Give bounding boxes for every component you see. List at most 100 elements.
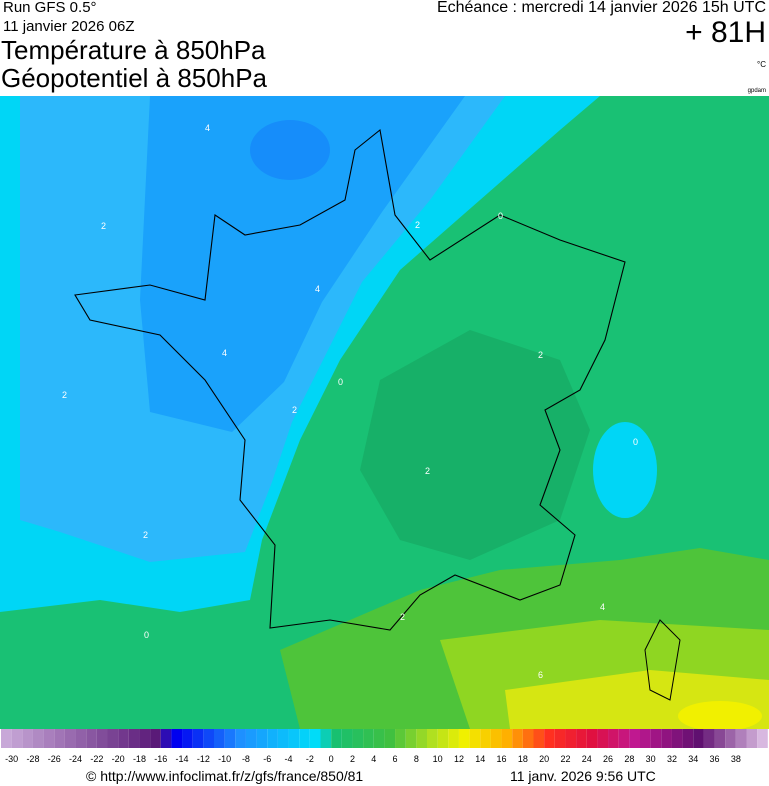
contour-label: 0: [633, 437, 638, 447]
color-swatch: [458, 729, 470, 748]
color-swatch: [384, 729, 396, 748]
scale-label: -12: [197, 754, 210, 764]
color-swatch: [11, 729, 23, 748]
color-swatch: [331, 729, 342, 748]
color-swatch: [160, 729, 172, 748]
color-swatch: [448, 729, 459, 748]
contour-label: 4: [205, 123, 210, 133]
valid-time: Echéance : mercredi 14 janvier 2026 15h …: [436, 0, 766, 16]
contour-label: 2: [425, 466, 430, 476]
scale-label: 16: [497, 754, 507, 764]
color-swatch: [661, 729, 672, 748]
scale-label: 20: [539, 754, 549, 764]
color-swatch: [544, 729, 555, 748]
scale-label: -16: [154, 754, 167, 764]
color-swatch: [469, 729, 481, 748]
color-swatch: [309, 729, 321, 748]
color-swatch: [437, 729, 449, 748]
scale-label: -8: [242, 754, 250, 764]
zone-darkgreen: [360, 330, 590, 560]
color-swatch: [75, 729, 87, 748]
color-swatch: [576, 729, 587, 748]
color-swatch: [725, 729, 736, 748]
color-swatch: [203, 729, 214, 748]
color-swatch: [363, 729, 374, 748]
scale-label: 28: [624, 754, 634, 764]
color-swatch: [256, 729, 268, 748]
scale-label: -24: [69, 754, 82, 764]
lead-time: + 81H: [685, 16, 766, 49]
color-swatch: [395, 729, 406, 748]
color-swatch: [1, 729, 12, 748]
color-swatch: [501, 729, 513, 748]
color-swatch: [608, 729, 619, 748]
color-swatch: [618, 729, 630, 748]
color-swatch: [245, 729, 257, 748]
zone-blue: [140, 96, 465, 432]
subtitle: Géopotentiel à 850hPa: [1, 63, 267, 93]
contour-label: 2: [143, 530, 148, 540]
contour-label: 4: [222, 348, 227, 358]
scale-label: 0: [329, 754, 334, 764]
color-swatch: [224, 729, 236, 748]
map: 4 2 0 2 4 4 2 0 2 2 2 0 2 4 6 2 0: [0, 96, 769, 729]
color-swatch: [427, 729, 438, 748]
scale-label: -18: [133, 754, 146, 764]
contour-label: 0: [338, 377, 343, 387]
scale-label: -20: [112, 754, 125, 764]
contour-label: 6: [538, 670, 543, 680]
scale-label: 18: [518, 754, 528, 764]
color-scale: -30 -28 -26 -24 -22 -20 -18 -16 -14 -12 -10 -8 -6 -4-…: [1, 729, 768, 764]
zone-cyan-east: [593, 422, 657, 518]
color-swatch: [96, 729, 108, 748]
scale-label: 6: [393, 754, 398, 764]
color-swatch: [267, 729, 278, 748]
scale-label: -14: [176, 754, 189, 764]
scale-label: -28: [26, 754, 39, 764]
title: Température à 850hPa: [1, 35, 266, 65]
color-swatch: [107, 729, 119, 748]
color-swatch: [86, 729, 97, 748]
color-swatch: [597, 729, 609, 748]
color-swatch: [735, 729, 747, 748]
color-swatch: [128, 729, 140, 748]
contour-label: 2: [101, 221, 106, 231]
color-swatch: [480, 729, 491, 748]
color-swatch: [171, 729, 183, 748]
color-swatch: [118, 729, 129, 748]
color-swatch: [352, 729, 364, 748]
contour-label: 0: [498, 211, 503, 221]
color-swatch: [565, 729, 577, 748]
color-swatch: [320, 729, 332, 748]
scale-label: 2: [350, 754, 355, 764]
color-swatch: [693, 729, 704, 748]
color-swatch: [32, 729, 44, 748]
color-swatch: [416, 729, 427, 748]
color-swatch: [54, 729, 65, 748]
corsica: [644, 619, 681, 701]
scale-label: -6: [263, 754, 271, 764]
color-swatch: [746, 729, 758, 748]
scale-label: -30: [5, 754, 18, 764]
contour-label: 2: [62, 390, 67, 400]
source-url: © http://www.infoclimat.fr/z/gfs/france/…: [86, 768, 364, 784]
run-label: Run GFS 0.5°: [3, 0, 97, 16]
scale-label: -4: [285, 754, 293, 764]
scale-label: 8: [414, 754, 419, 764]
coastline: [74, 128, 626, 631]
scale-label: 26: [603, 754, 613, 764]
scale-label: 14: [475, 754, 485, 764]
color-swatch: [299, 729, 310, 748]
zone-deepblue: [250, 120, 330, 180]
color-swatch: [182, 729, 193, 748]
contour-label: 2: [400, 612, 405, 622]
color-swatch: [586, 729, 598, 748]
contour-label: 4: [600, 602, 605, 612]
contour-label: 2: [538, 350, 543, 360]
color-swatch: [512, 729, 523, 748]
scale-label: -10: [218, 754, 231, 764]
color-swatch: [629, 729, 640, 748]
color-swatch: [139, 729, 151, 748]
scale-label: 38: [731, 754, 741, 764]
